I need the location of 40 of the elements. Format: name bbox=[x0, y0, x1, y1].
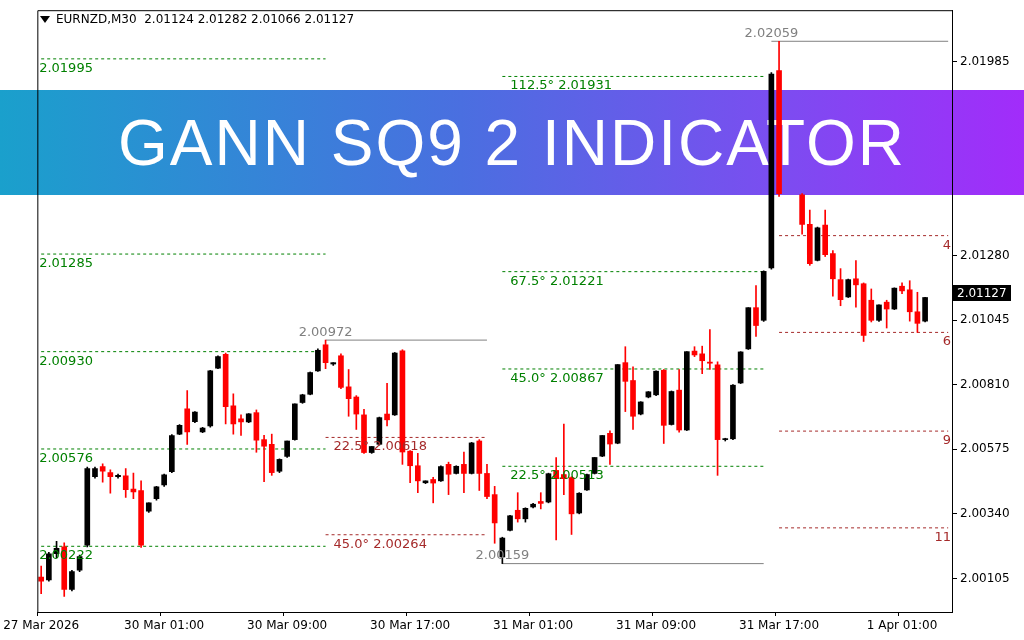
candlestick bbox=[537, 492, 544, 510]
candlestick bbox=[238, 414, 244, 436]
candlestick bbox=[853, 260, 859, 308]
x-tick-label: 1 Apr 01:00 bbox=[866, 618, 938, 633]
y-tick-label: 2.00340 bbox=[960, 505, 1010, 520]
x-tick-label: 31 Mar 17:00 bbox=[739, 618, 820, 633]
series-label: 9 bbox=[942, 431, 951, 447]
x-tick-label: 31 Mar 01:00 bbox=[493, 618, 574, 633]
series-label: 2.00930 bbox=[39, 352, 93, 368]
y-tick-label: 2.01045 bbox=[960, 312, 1010, 327]
series-label: 2.00576 bbox=[39, 449, 93, 465]
series-label: 2.02059 bbox=[744, 25, 799, 41]
y-tick-label: 2.00810 bbox=[960, 376, 1010, 391]
series-label: 4 bbox=[942, 236, 951, 252]
candlestick bbox=[38, 565, 44, 594]
text: 2.01127 bbox=[953, 285, 1011, 301]
candlestick bbox=[384, 382, 390, 427]
candlestick bbox=[707, 329, 713, 370]
x-tick-label: 31 Mar 09:00 bbox=[616, 618, 697, 633]
series-label: 11 bbox=[934, 528, 951, 544]
series-label: 2.00972 bbox=[298, 323, 353, 339]
y-tick-label: 2.00105 bbox=[960, 570, 1010, 585]
x-tick-label: 30 Mar 09:00 bbox=[247, 618, 328, 633]
y-tick-label: 2.00575 bbox=[960, 441, 1010, 456]
series-label: 67.5° 2.01221 bbox=[510, 272, 604, 288]
candlestick bbox=[430, 476, 437, 504]
x-tick-label: 27 Mar 2026 bbox=[3, 618, 80, 633]
annotation: EURNZD,M30 2.01124 2.01282 2.01066 2.01127 bbox=[56, 12, 355, 26]
y-tick-label: 2.01985 bbox=[960, 53, 1010, 68]
candlestick bbox=[261, 434, 267, 483]
series-label: 45.0° 2.00264 bbox=[333, 535, 427, 551]
series-label: 112.5° 2.01931 bbox=[510, 77, 612, 93]
series-label: 2.01995 bbox=[39, 59, 93, 75]
candlestick bbox=[461, 451, 467, 494]
x-tick-label: 30 Mar 01:00 bbox=[124, 618, 205, 633]
series-label: 6 bbox=[942, 333, 951, 349]
y-tick-label: 2.01280 bbox=[960, 247, 1010, 262]
series-label: 45.0° 2.00867 bbox=[510, 369, 604, 385]
x-tick-label: 30 Mar 17:00 bbox=[370, 618, 451, 633]
series-label: 2.01285 bbox=[39, 254, 93, 270]
